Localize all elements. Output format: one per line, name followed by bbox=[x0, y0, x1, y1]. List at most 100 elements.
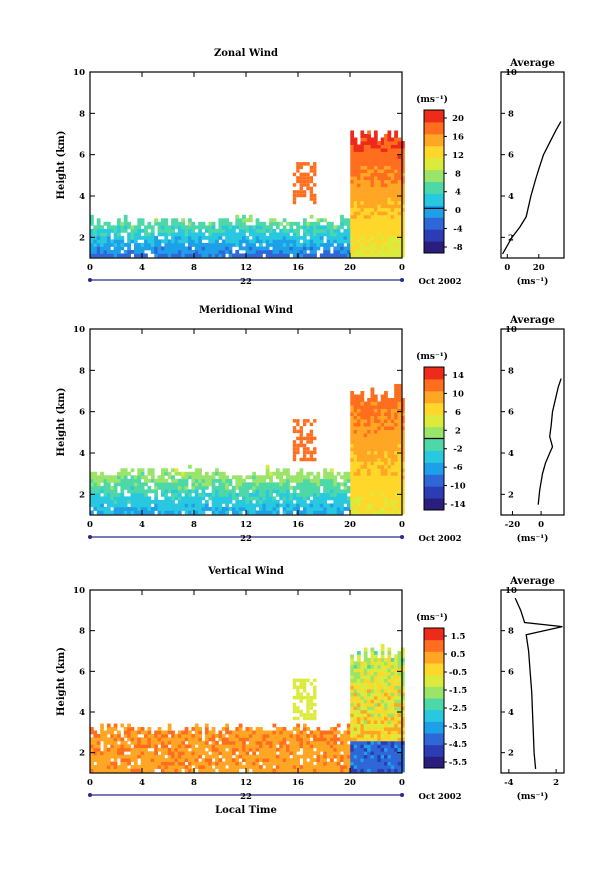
heatmap-cell bbox=[296, 169, 300, 173]
heatmap-cell bbox=[390, 758, 395, 763]
average-x-label: (ms⁻¹) bbox=[517, 791, 549, 802]
heatmap-cell bbox=[127, 249, 131, 254]
heatmap-cell bbox=[343, 235, 348, 240]
heatmap-cell bbox=[275, 246, 280, 251]
heatmap-cell bbox=[262, 761, 267, 766]
heatmap-cell bbox=[357, 761, 361, 766]
heatmap-cell bbox=[174, 235, 179, 240]
heatmap-cell bbox=[387, 765, 392, 769]
heatmap-cell bbox=[397, 461, 402, 466]
heatmap-cell bbox=[306, 221, 311, 226]
heatmap-cell bbox=[380, 214, 385, 219]
heatmap-cell bbox=[380, 211, 385, 216]
heatmap-cell bbox=[373, 716, 378, 721]
heatmap-cell bbox=[302, 768, 307, 773]
heatmap-cell bbox=[242, 740, 246, 745]
heatmap-cell bbox=[181, 471, 186, 476]
heatmap-cell bbox=[319, 744, 324, 749]
heatmap-cell bbox=[302, 443, 307, 448]
heatmap-cell bbox=[394, 186, 398, 191]
heatmap-cell bbox=[194, 499, 199, 504]
heatmap-cell bbox=[133, 475, 138, 480]
heatmap-cell bbox=[390, 768, 395, 773]
heatmap-cell bbox=[292, 193, 297, 198]
heatmap-cell bbox=[296, 503, 300, 508]
heatmap-cell bbox=[211, 225, 216, 230]
heatmap-cell bbox=[367, 499, 371, 504]
heatmap-cell bbox=[367, 134, 371, 138]
heatmap-cell bbox=[269, 489, 273, 494]
heatmap-cell bbox=[370, 671, 375, 676]
heatmap-cell bbox=[390, 211, 395, 216]
heatmap-cell bbox=[370, 249, 375, 254]
heatmap-cell bbox=[387, 751, 392, 756]
heatmap-cell bbox=[96, 496, 101, 501]
heatmap-cell bbox=[282, 253, 287, 258]
heatmap-cell bbox=[390, 754, 395, 759]
heatmap-cell bbox=[160, 747, 165, 752]
heatmap-cell bbox=[380, 744, 385, 749]
heatmap-cell bbox=[343, 496, 348, 501]
heatmap-cell bbox=[387, 489, 392, 494]
heatmap-cell bbox=[367, 450, 371, 455]
heatmap-cell bbox=[323, 733, 327, 738]
heatmap-cell bbox=[299, 744, 304, 749]
heatmap-cell bbox=[394, 692, 398, 697]
heatmap-cell bbox=[360, 692, 365, 697]
colorbar-tick-label: -4 bbox=[453, 225, 463, 235]
heatmap-cell bbox=[387, 155, 392, 159]
heatmap-cell bbox=[96, 239, 101, 244]
heatmap-cell bbox=[319, 768, 324, 773]
heatmap-cell bbox=[279, 221, 284, 226]
heatmap-cell bbox=[117, 765, 121, 769]
heatmap-cell bbox=[384, 689, 388, 693]
heatmap-cell bbox=[363, 706, 368, 711]
heatmap-cell bbox=[394, 720, 398, 724]
heatmap-cell bbox=[96, 228, 101, 233]
colorbar-tick-label: 20 bbox=[452, 114, 464, 124]
heatmap-cell bbox=[167, 242, 172, 247]
heatmap-cell bbox=[289, 235, 294, 240]
colorbar-swatch bbox=[424, 709, 444, 722]
heatmap-cell bbox=[397, 172, 402, 177]
heatmap-cell bbox=[231, 232, 236, 237]
heatmap-cell bbox=[215, 761, 219, 766]
heatmap-cell bbox=[235, 485, 240, 490]
heatmap-cell bbox=[373, 651, 378, 655]
heatmap-cell bbox=[340, 475, 344, 480]
heatmap-cell bbox=[353, 179, 358, 184]
heatmap-cell bbox=[215, 471, 219, 476]
heatmap-cell bbox=[363, 214, 368, 219]
heatmap-cell bbox=[380, 657, 385, 662]
heatmap-cell bbox=[397, 228, 402, 233]
heatmap-cell bbox=[302, 172, 307, 177]
heatmap-cell bbox=[370, 654, 375, 659]
heatmap-cell bbox=[336, 723, 341, 728]
heatmap-cell bbox=[157, 499, 162, 504]
heatmap-cell bbox=[390, 239, 395, 244]
heatmap-cell bbox=[96, 510, 101, 515]
heatmap-cell bbox=[363, 723, 368, 728]
heatmap-cell bbox=[306, 419, 310, 423]
heatmap-cell bbox=[400, 689, 405, 693]
heatmap-cell bbox=[120, 723, 125, 728]
heatmap-cell bbox=[309, 176, 314, 180]
heatmap-cell bbox=[198, 228, 202, 233]
heatmap-cell bbox=[171, 246, 175, 251]
heatmap-cell bbox=[140, 475, 145, 480]
heatmap-cell bbox=[357, 200, 361, 205]
heatmap-cell bbox=[289, 228, 294, 233]
heatmap-cell bbox=[218, 232, 223, 237]
heatmap-cell bbox=[400, 730, 405, 735]
heatmap-cell bbox=[400, 426, 405, 431]
heatmap-cell bbox=[248, 246, 253, 251]
heatmap-cell bbox=[370, 436, 375, 441]
heatmap-cell bbox=[194, 489, 199, 494]
heatmap-cell bbox=[96, 768, 101, 773]
heatmap-cell bbox=[150, 232, 155, 237]
heatmap-cell bbox=[313, 242, 317, 247]
heatmap-cell bbox=[357, 239, 361, 244]
heatmap-cell bbox=[390, 190, 395, 195]
heatmap-cell bbox=[282, 744, 287, 749]
heatmap-cell bbox=[370, 485, 375, 490]
